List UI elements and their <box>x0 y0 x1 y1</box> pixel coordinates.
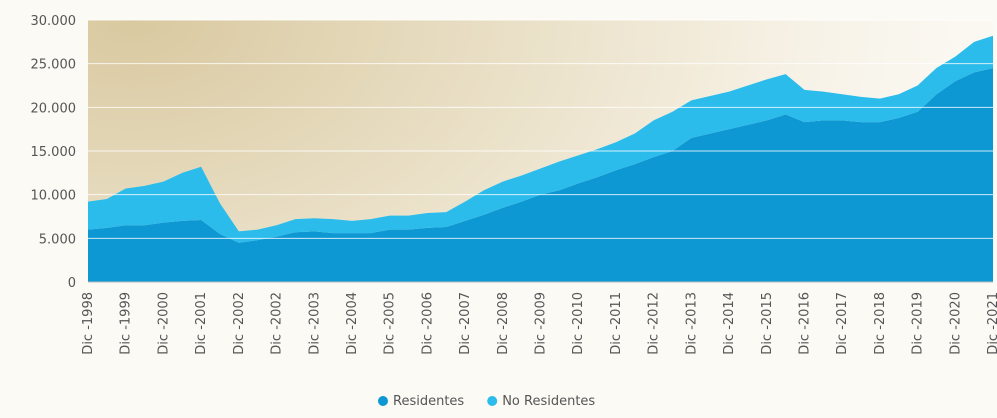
legend-marker <box>487 396 498 406</box>
x-tick-label: Dic -2016 <box>797 292 812 355</box>
x-tick-label: Dic -2001 <box>194 292 209 355</box>
legend-marker <box>378 396 388 406</box>
x-tick-label: Dic -2020 <box>948 292 963 355</box>
x-tick-label: Dic -2019 <box>911 292 926 355</box>
x-tick-label: Dic -2009 <box>534 292 549 355</box>
x-tick-label: Dic -2006 <box>420 292 435 355</box>
y-tick-label: 25.000 <box>31 58 77 73</box>
x-tick-label: Dic -2007 <box>458 292 473 355</box>
x-tick-label: Dic -2004 <box>345 292 360 355</box>
x-tick-label: Dic -2002 <box>232 292 247 355</box>
legend-label: No Residentes <box>502 394 595 409</box>
x-tick-label: Dic -2012 <box>647 292 662 355</box>
x-tick-label: Dic -2017 <box>835 292 850 355</box>
x-tick-label: Dic -2000 <box>156 292 171 355</box>
y-tick-label: 20.000 <box>31 101 77 116</box>
x-tick-label: Dic -2014 <box>722 292 737 355</box>
x-tick-label: Dic -2002 <box>270 292 285 355</box>
x-tick-label: Dic -2008 <box>496 292 511 355</box>
x-tick-label: Dic -2021 <box>986 292 997 355</box>
x-tick-label: Dic -1999 <box>119 292 134 355</box>
y-tick-label: 5.000 <box>39 232 76 247</box>
x-tick-label: Dic -1998 <box>81 292 96 355</box>
x-tick-label: Dic -2003 <box>307 292 322 355</box>
legend-label: Residentes <box>393 394 464 409</box>
x-tick-label: Dic -2015 <box>760 292 775 355</box>
y-tick-label: 30.000 <box>31 14 77 29</box>
x-tick-label: Dic -2013 <box>684 292 699 355</box>
area <box>88 35 993 243</box>
x-tick-label: Dic -2010 <box>571 292 586 355</box>
area <box>88 68 993 283</box>
y-tick-label: 0 <box>68 276 76 291</box>
x-tick-label: Dic -2005 <box>383 292 398 355</box>
x-tick-label: Dic -2011 <box>609 292 624 355</box>
y-tick-label: 10.000 <box>31 189 77 204</box>
x-tick-label: Dic -2018 <box>873 292 888 355</box>
y-tick-label: 15.000 <box>31 145 77 160</box>
